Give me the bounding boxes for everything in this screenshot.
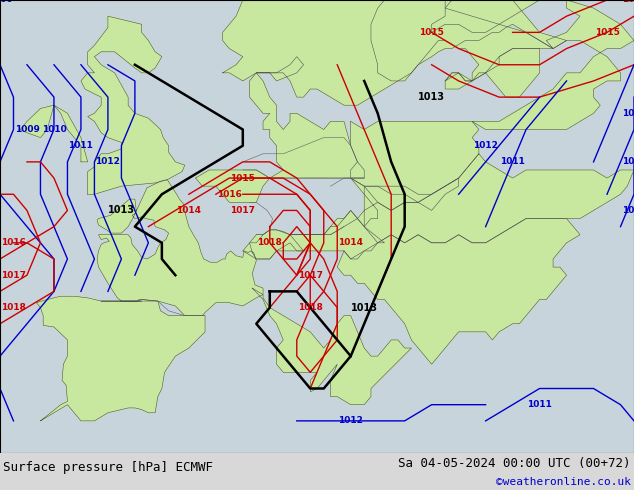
Text: 1011: 1011: [500, 157, 525, 167]
Polygon shape: [20, 105, 87, 162]
Text: 1011: 1011: [527, 400, 552, 409]
Text: 1017: 1017: [1, 270, 26, 280]
Text: 1016: 1016: [217, 190, 242, 199]
Polygon shape: [223, 0, 567, 105]
Text: 1010: 1010: [42, 125, 67, 134]
Polygon shape: [418, 0, 567, 32]
Polygon shape: [243, 230, 304, 259]
Text: 1015: 1015: [230, 173, 256, 183]
Polygon shape: [364, 154, 634, 243]
Text: 1014: 1014: [176, 206, 202, 215]
Text: 1012: 1012: [339, 416, 363, 425]
Text: 1015: 1015: [419, 28, 444, 37]
Text: 1012: 1012: [473, 141, 498, 150]
Polygon shape: [196, 57, 364, 202]
Text: 1018: 1018: [1, 303, 26, 312]
Text: 1017: 1017: [298, 270, 323, 280]
Polygon shape: [97, 180, 263, 316]
Polygon shape: [290, 178, 458, 235]
Text: 1014: 1014: [338, 238, 363, 247]
Text: 1012: 1012: [621, 109, 634, 118]
Polygon shape: [36, 296, 205, 421]
Text: 1009: 1009: [15, 125, 39, 134]
Polygon shape: [250, 210, 384, 259]
Text: 1016: 1016: [1, 238, 26, 247]
Text: 1000: 1000: [0, 0, 12, 4]
Text: 1011: 1011: [68, 141, 93, 150]
Text: Sa 04-05-2024 00:00 UTC (00+72): Sa 04-05-2024 00:00 UTC (00+72): [398, 457, 631, 470]
Polygon shape: [337, 219, 580, 364]
Text: 1013: 1013: [351, 302, 378, 313]
Text: Surface pressure [hPa] ECMWF: Surface pressure [hPa] ECMWF: [3, 462, 213, 474]
Text: 1016: 1016: [621, 0, 634, 4]
Polygon shape: [252, 288, 411, 405]
Text: 1013: 1013: [418, 92, 445, 102]
Polygon shape: [371, 0, 634, 129]
Polygon shape: [351, 122, 479, 210]
Polygon shape: [445, 49, 540, 97]
Text: 1017: 1017: [230, 206, 256, 215]
Text: ©weatheronline.co.uk: ©weatheronline.co.uk: [496, 477, 631, 487]
Text: 1011: 1011: [621, 157, 634, 167]
Text: 1012: 1012: [96, 157, 120, 167]
Text: 1015: 1015: [595, 28, 619, 37]
Text: 1013: 1013: [108, 205, 135, 216]
Text: 1010: 1010: [621, 206, 634, 215]
Text: 1018: 1018: [257, 238, 282, 247]
Polygon shape: [81, 16, 184, 194]
Text: 1018: 1018: [298, 303, 323, 312]
